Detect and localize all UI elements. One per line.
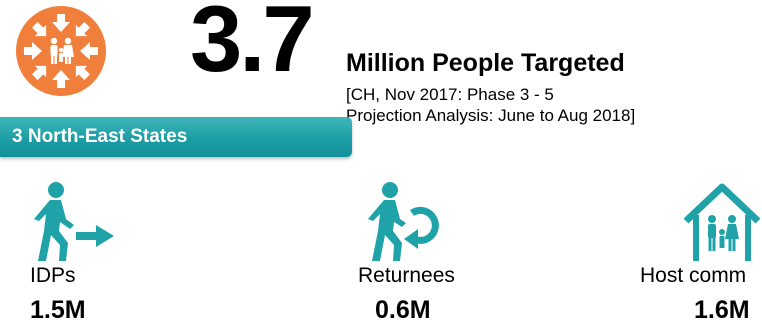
- projection-note-line1: [CH, Nov 2017: Phase 3 - 5: [346, 85, 554, 104]
- projection-note: [CH, Nov 2017: Phase 3 - 5 Projection An…: [346, 84, 635, 126]
- returnees-icon: [364, 181, 450, 266]
- group-value-host-comm: 1.6M: [694, 296, 750, 324]
- targeted-title: Million People Targeted: [346, 49, 625, 77]
- host-community-icon: [682, 181, 762, 266]
- projection-note-line2: Projection Analysis: June to Aug 2018]: [346, 106, 636, 125]
- group-value-idps: 1.5M: [30, 296, 86, 324]
- region-badge-label: 3 North-East States: [12, 126, 188, 147]
- region-badge: 3 North-East States: [0, 117, 352, 157]
- group-label-host-comm: Host comm: [640, 264, 747, 287]
- group-value-returnees: 0.6M: [375, 296, 431, 324]
- targeted-population-icon: [16, 6, 106, 101]
- idps-icon: [30, 181, 116, 266]
- targeted-total-number: 3.7: [190, 0, 315, 91]
- group-label-returnees: Returnees: [358, 264, 455, 287]
- group-label-idps: IDPs: [30, 264, 76, 287]
